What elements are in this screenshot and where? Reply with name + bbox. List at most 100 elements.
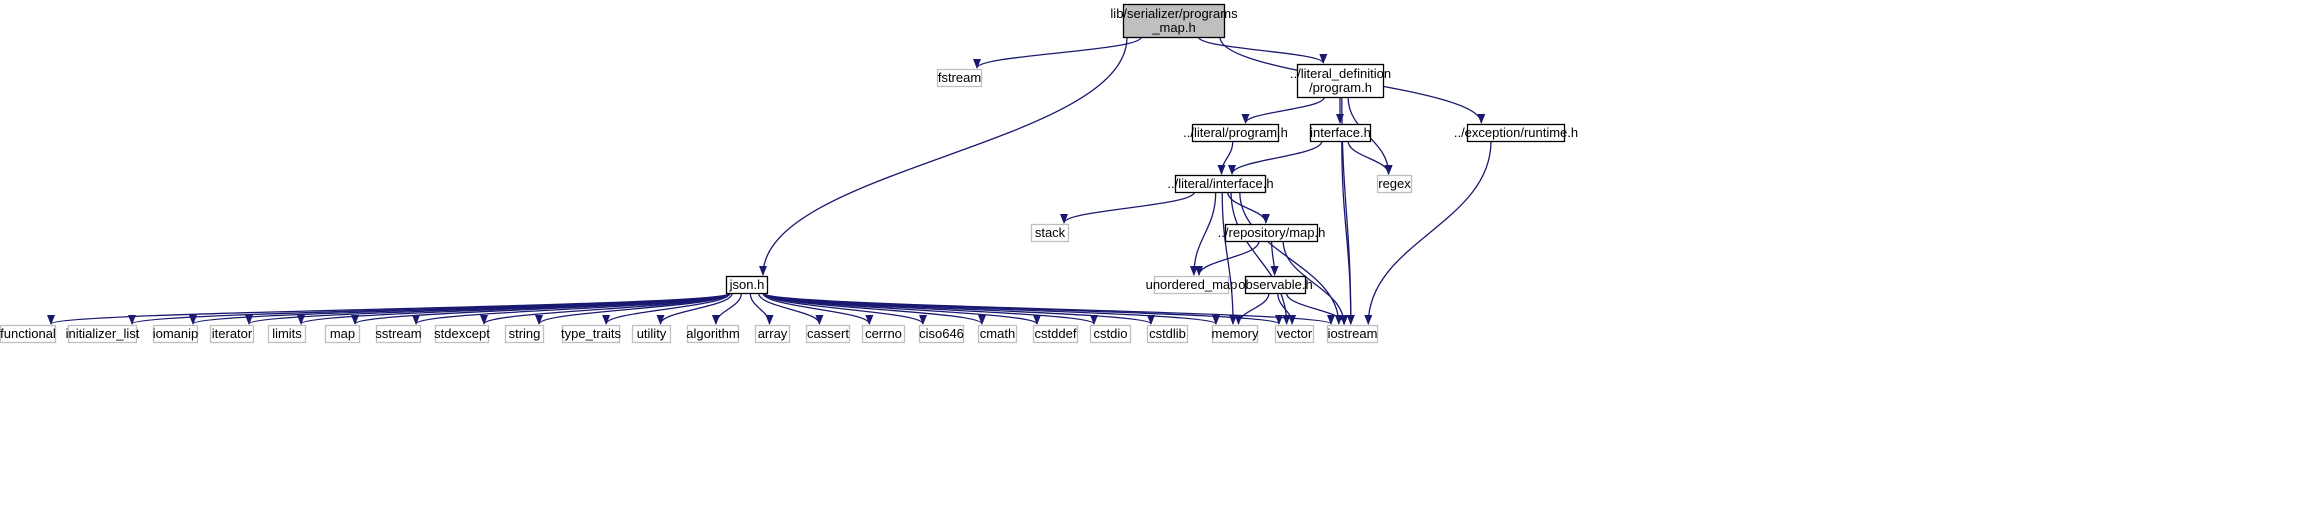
edge-exception_runtime-to-iostream — [1364, 140, 1492, 325]
node-root[interactable]: lib/serializer/programs_map.h — [1110, 3, 1238, 39]
node-iostream: iostream — [1326, 324, 1379, 344]
node-exception_runtime-box — [1466, 123, 1566, 143]
edge-interface-to-iostream — [1341, 140, 1355, 325]
node-algorithm: algorithm — [686, 324, 740, 344]
node-string: string — [504, 324, 545, 344]
edge-literal_program-to-literal_interface — [1217, 140, 1234, 175]
node-iterator-box — [209, 324, 255, 344]
node-json[interactable]: json.h — [725, 275, 769, 295]
node-initializer_list-label: initializer_list — [66, 326, 140, 341]
node-stack: stack — [1030, 223, 1070, 243]
node-ciso646-label: ciso646 — [919, 326, 964, 341]
edge-json-to-limits — [297, 292, 731, 325]
edge-json-to-algorithm — [711, 292, 743, 325]
node-interface-label: interface.h — [1310, 125, 1371, 140]
node-utility-label: utility — [637, 326, 667, 341]
node-vector: vector — [1274, 324, 1315, 344]
edge-json-to-cstdlib — [762, 292, 1155, 325]
node-literal_program[interactable]: ../literal/program.h — [1183, 123, 1288, 143]
node-algorithm-box — [686, 324, 740, 344]
edge-literal_interface-to-repository_map — [1227, 191, 1270, 224]
node-cerrno-label: cerrno — [865, 326, 902, 341]
node-literal_program-box — [1191, 123, 1280, 143]
node-stdexcept-label: stdexcept — [434, 326, 490, 341]
node-functional-label: functional — [0, 326, 56, 341]
edge-root-to-fstream — [973, 36, 1142, 69]
node-cstdio-label: cstdio — [1094, 326, 1128, 341]
node-cstddef-box — [1032, 324, 1079, 344]
node-interface-box — [1309, 123, 1372, 143]
node-literal_interface-label: ../literal/interface.h — [1167, 176, 1273, 191]
node-initializer_list-box — [67, 324, 138, 344]
node-stack-label: stack — [1035, 225, 1066, 240]
node-iterator-label: iterator — [212, 326, 253, 341]
edge-repository_map-to-unordered_map — [1195, 240, 1260, 276]
node-cstdlib: cstdlib — [1146, 324, 1189, 344]
node-root-box — [1122, 3, 1226, 39]
node-cstdio-box — [1089, 324, 1132, 344]
node-cmath-box — [977, 324, 1018, 344]
edge-json-to-cassert — [757, 292, 824, 325]
node-stdexcept-box — [434, 324, 490, 344]
node-cassert: cassert — [805, 324, 851, 344]
node-literal_interface[interactable]: ../literal/interface.h — [1167, 174, 1274, 194]
node-cstddef: cstddef — [1032, 324, 1079, 344]
node-sstream: sstream — [375, 324, 422, 344]
node-utility: utility — [631, 324, 672, 344]
edge-root-to-literal_definition_program — [1197, 36, 1328, 64]
node-observable[interactable]: observable.h — [1238, 275, 1313, 295]
node-exception_runtime[interactable]: ../exception/runtime.h — [1454, 123, 1578, 143]
edge-json-to-stdexcept — [480, 292, 731, 325]
node-repository_map[interactable]: ../repository/map.h — [1218, 223, 1326, 243]
edge-json-to-sstream — [412, 292, 731, 325]
node-json-label: json.h — [729, 277, 765, 292]
node-iostream-label: iostream — [1328, 326, 1378, 341]
node-regex-box — [1376, 174, 1413, 194]
node-sstream-label: sstream — [375, 326, 421, 341]
node-literal_definition_program-label: ../literal_definition — [1290, 66, 1391, 81]
node-literal_definition_program-label: /program.h — [1309, 80, 1372, 95]
node-ciso646: ciso646 — [918, 324, 965, 344]
node-observable-box — [1244, 275, 1307, 295]
node-map-label: map — [330, 326, 355, 341]
node-literal_definition_program[interactable]: ../literal_definition/program.h — [1290, 63, 1391, 99]
edges-layer — [47, 36, 1492, 325]
node-stack-box — [1030, 223, 1070, 243]
node-regex-label: regex — [1378, 176, 1411, 191]
node-iostream-box — [1326, 324, 1379, 344]
node-type_traits-box — [561, 324, 621, 344]
node-unordered_map: unordered_map — [1146, 275, 1237, 295]
node-root-label: _map.h — [1151, 20, 1195, 35]
node-iomanip: iomanip — [153, 324, 198, 344]
node-array-box — [754, 324, 791, 344]
edge-json-to-functional — [47, 292, 731, 325]
node-cmath: cmath — [977, 324, 1018, 344]
edge-json-to-utility — [656, 292, 733, 325]
node-ciso646-box — [918, 324, 965, 344]
node-vector-label: vector — [1277, 326, 1313, 341]
edge-observable-to-vector — [1277, 292, 1297, 325]
node-iterator: iterator — [209, 324, 255, 344]
edge-literal_interface-to-unordered_map — [1189, 191, 1217, 276]
edge-literal_interface-to-vector — [1230, 191, 1291, 325]
edge-literal_definition_program-to-literal_program — [1241, 96, 1325, 124]
node-interface[interactable]: interface.h — [1309, 123, 1372, 143]
node-fstream: fstream — [936, 68, 983, 88]
node-cassert-box — [805, 324, 851, 344]
node-utility-box — [631, 324, 672, 344]
node-map: map — [324, 324, 361, 344]
node-repository_map-box — [1224, 223, 1319, 243]
node-vector-box — [1274, 324, 1315, 344]
edge-literal_interface-to-iostream — [1239, 191, 1343, 325]
node-fstream-label: fstream — [938, 70, 981, 85]
edge-json-to-memory — [762, 292, 1220, 325]
edge-root-to-json — [759, 36, 1128, 276]
node-literal_definition_program-box — [1296, 63, 1385, 99]
node-map-box — [324, 324, 361, 344]
edge-json-to-iostream — [762, 292, 1335, 325]
node-array: array — [754, 324, 791, 344]
node-string-label: string — [509, 326, 541, 341]
node-limits: limits — [267, 324, 307, 344]
